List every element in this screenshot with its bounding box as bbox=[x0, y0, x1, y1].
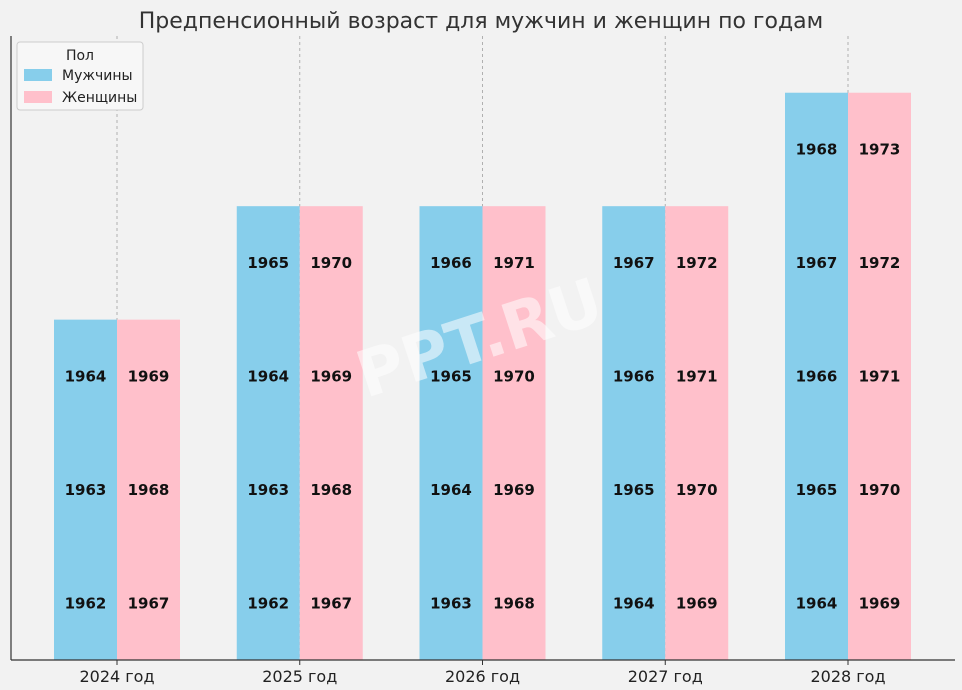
bar-label-men-3-1: 1965 bbox=[613, 481, 655, 499]
bar-label-men-2-1: 1964 bbox=[430, 481, 472, 499]
bar-label-men-1-2: 1964 bbox=[247, 367, 289, 385]
bar-label-women-0-1: 1968 bbox=[128, 481, 170, 499]
x-tick-label-1: 2025 год bbox=[262, 667, 337, 686]
bar-men-0 bbox=[54, 319, 117, 660]
bar-label-women-3-1: 1970 bbox=[676, 481, 718, 499]
bar-label-women-4-3: 1972 bbox=[859, 254, 901, 272]
bar-label-men-0-2: 1964 bbox=[65, 367, 107, 385]
bar-men-1 bbox=[236, 206, 300, 660]
bar-label-women-2-3: 1971 bbox=[493, 254, 535, 272]
chart-title: Предпенсионный возраст для мужчин и женщ… bbox=[139, 9, 824, 34]
bar-label-women-1-0: 1967 bbox=[310, 594, 352, 612]
bar-women-1 bbox=[299, 206, 363, 660]
bar-label-women-0-2: 1969 bbox=[128, 367, 170, 385]
legend-swatch-men bbox=[24, 69, 52, 81]
bar-label-men-4-4: 1968 bbox=[796, 140, 838, 158]
bar-label-men-3-3: 1967 bbox=[613, 254, 655, 272]
bar-label-women-1-3: 1970 bbox=[310, 254, 352, 272]
bar-label-women-4-1: 1970 bbox=[859, 481, 901, 499]
bar-label-men-4-3: 1967 bbox=[796, 254, 838, 272]
bar-label-men-1-3: 1965 bbox=[247, 254, 289, 272]
bar-label-women-1-2: 1969 bbox=[310, 367, 352, 385]
bar-label-men-4-0: 1964 bbox=[796, 594, 838, 612]
bar-men-2 bbox=[419, 206, 483, 660]
bar-label-women-4-4: 1973 bbox=[859, 140, 901, 158]
bar-men-3 bbox=[602, 206, 666, 660]
x-tick-label-2: 2026 год bbox=[445, 667, 520, 686]
bar-label-women-2-0: 1968 bbox=[493, 594, 535, 612]
bar-label-men-1-1: 1963 bbox=[247, 481, 289, 499]
legend-label-women: Женщины bbox=[62, 90, 137, 106]
bar-women-3 bbox=[665, 206, 729, 660]
legend-swatch-women bbox=[24, 91, 52, 103]
x-tick-label-0: 2024 год bbox=[79, 667, 154, 686]
bar-label-women-3-3: 1972 bbox=[676, 254, 718, 272]
legend-label-men: Мужчины bbox=[62, 68, 133, 84]
bar-label-men-4-1: 1965 bbox=[796, 481, 838, 499]
bar-label-men-3-0: 1964 bbox=[613, 594, 655, 612]
x-tick-labels: 2024 год 2025 год 2026 год 2027 год 2028 год bbox=[79, 660, 886, 686]
x-tick-label-4: 2028 год bbox=[810, 667, 885, 686]
bar-label-men-3-2: 1966 bbox=[613, 367, 655, 385]
bar-label-men-2-3: 1966 bbox=[430, 254, 472, 272]
bar-label-women-3-0: 1969 bbox=[676, 594, 718, 612]
legend-title: Пол bbox=[66, 48, 94, 64]
bar-label-women-4-0: 1969 bbox=[859, 594, 901, 612]
bar-label-women-3-2: 1971 bbox=[676, 367, 718, 385]
bar-men-4 bbox=[785, 92, 848, 660]
bar-label-men-0-1: 1963 bbox=[65, 481, 107, 499]
bar-labels: 1962 1963 1964 1967 1968 1969 1962 1963 1964 1965… bbox=[65, 140, 901, 612]
legend: Пол Мужчины Женщины bbox=[16, 41, 144, 111]
bar-women-4 bbox=[848, 92, 911, 660]
bar-label-women-2-2: 1970 bbox=[493, 367, 535, 385]
bars bbox=[54, 92, 911, 660]
bar-label-women-0-0: 1967 bbox=[128, 594, 170, 612]
bar-label-women-4-2: 1971 bbox=[859, 367, 901, 385]
bar-label-men-2-2: 1965 bbox=[430, 367, 472, 385]
bar-label-men-4-2: 1966 bbox=[796, 367, 838, 385]
bar-women-0 bbox=[117, 319, 180, 660]
bar-label-women-2-1: 1969 bbox=[493, 481, 535, 499]
bar-women-2 bbox=[482, 206, 546, 660]
bar-label-men-2-0: 1963 bbox=[430, 594, 472, 612]
x-tick-label-3: 2027 год bbox=[628, 667, 703, 686]
bar-label-men-1-0: 1962 bbox=[247, 594, 289, 612]
bar-label-women-1-1: 1968 bbox=[310, 481, 352, 499]
bar-label-men-0-0: 1962 bbox=[65, 594, 107, 612]
